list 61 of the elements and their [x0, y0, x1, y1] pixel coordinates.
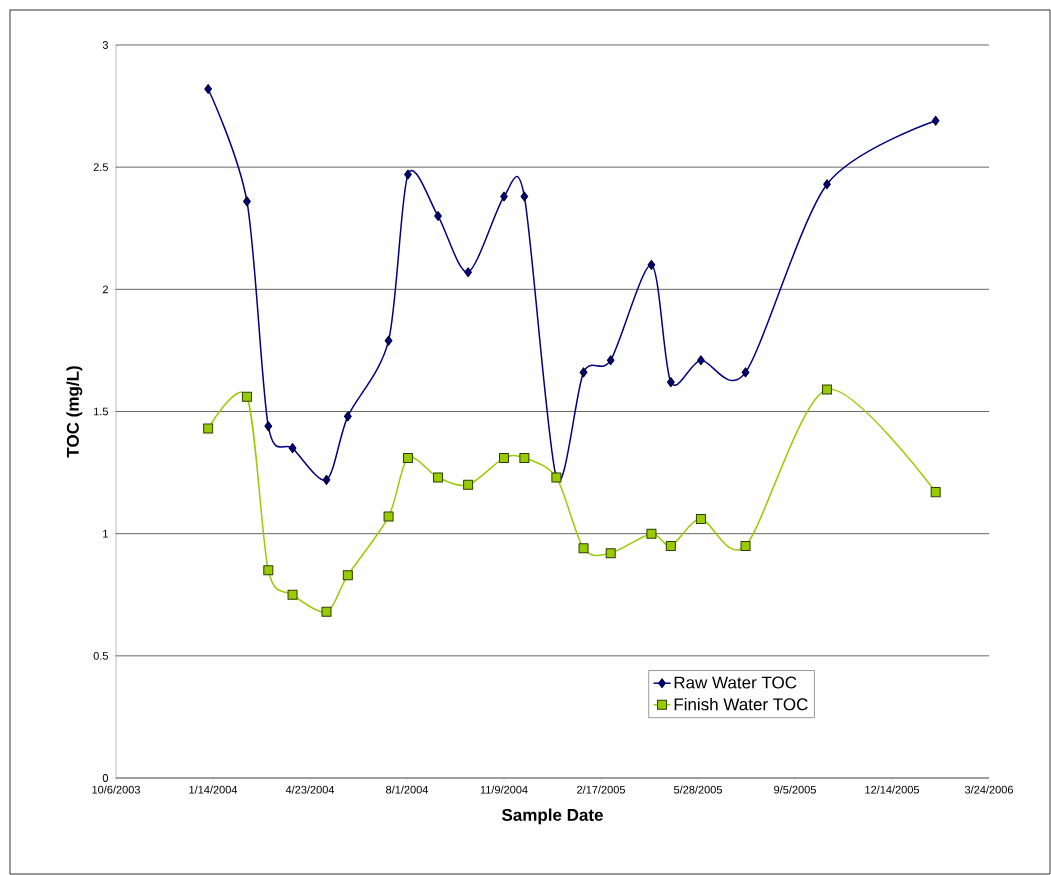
- x-tick-label: 2/17/2005: [577, 785, 625, 794]
- point: [647, 259, 656, 270]
- x-tick-label: 4/23/2004: [285, 785, 335, 794]
- point: [931, 115, 940, 126]
- x-tick-label: 12/14/2005: [865, 785, 920, 794]
- point: [404, 169, 412, 180]
- point: [204, 83, 213, 94]
- x-tick-label: 1/14/2004: [189, 785, 238, 794]
- y-tick-label: 2.5: [93, 163, 108, 172]
- point: [606, 355, 615, 366]
- y-tick-label: 1: [103, 529, 108, 538]
- y-tick-label: 0: [102, 774, 109, 782]
- point: [500, 191, 508, 202]
- x-tick-label: 9/5/2005: [774, 785, 816, 794]
- point: [463, 479, 474, 490]
- point: [740, 540, 751, 551]
- point: [822, 384, 833, 395]
- x-tick-label: 3/24/2006: [964, 785, 1013, 794]
- point: [519, 452, 530, 463]
- point: [384, 335, 393, 346]
- y-axis-title: TOC (mg/L): [66, 366, 83, 458]
- x-tick-label: 10/6/2003: [92, 785, 140, 794]
- y-tick-label: 2: [102, 285, 108, 294]
- point: [695, 514, 706, 524]
- x-tick-label: 11/9/2004: [480, 785, 528, 794]
- point: [383, 511, 394, 522]
- legend-label: Raw Water TOC: [674, 676, 797, 689]
- point: [287, 589, 298, 600]
- point: [579, 367, 588, 378]
- point: [343, 411, 352, 422]
- point: [433, 472, 444, 483]
- point: [241, 391, 252, 402]
- point: [741, 367, 750, 378]
- point: [520, 191, 529, 202]
- point: [605, 548, 616, 559]
- point: [697, 355, 705, 366]
- point: [434, 211, 442, 222]
- point: [930, 487, 941, 498]
- point: [402, 452, 413, 463]
- point: [823, 179, 831, 190]
- point: [578, 543, 589, 554]
- point: [464, 267, 472, 278]
- legend-label: Finish Water TOC: [674, 697, 808, 711]
- point: [342, 570, 353, 581]
- point: [321, 606, 332, 617]
- point: [264, 421, 273, 432]
- y-tick-label: 0.5: [93, 651, 108, 660]
- point: [203, 423, 214, 434]
- point: [666, 377, 675, 388]
- point: [243, 196, 251, 207]
- y-tick-label: 1.5: [94, 407, 108, 416]
- point: [288, 443, 297, 454]
- point: [322, 474, 331, 485]
- x-tick-label: 8/1/2004: [386, 785, 429, 794]
- point: [665, 540, 676, 551]
- x-tick-label: 5/28/2005: [673, 785, 722, 794]
- y-tick-label: 3: [102, 41, 108, 49]
- point: [499, 452, 509, 463]
- point: [263, 565, 274, 576]
- x-axis-title: Sample Date: [501, 808, 603, 825]
- point: [646, 528, 657, 539]
